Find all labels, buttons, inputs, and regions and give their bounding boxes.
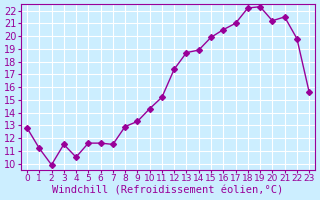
X-axis label: Windchill (Refroidissement éolien,°C): Windchill (Refroidissement éolien,°C) xyxy=(52,186,284,196)
